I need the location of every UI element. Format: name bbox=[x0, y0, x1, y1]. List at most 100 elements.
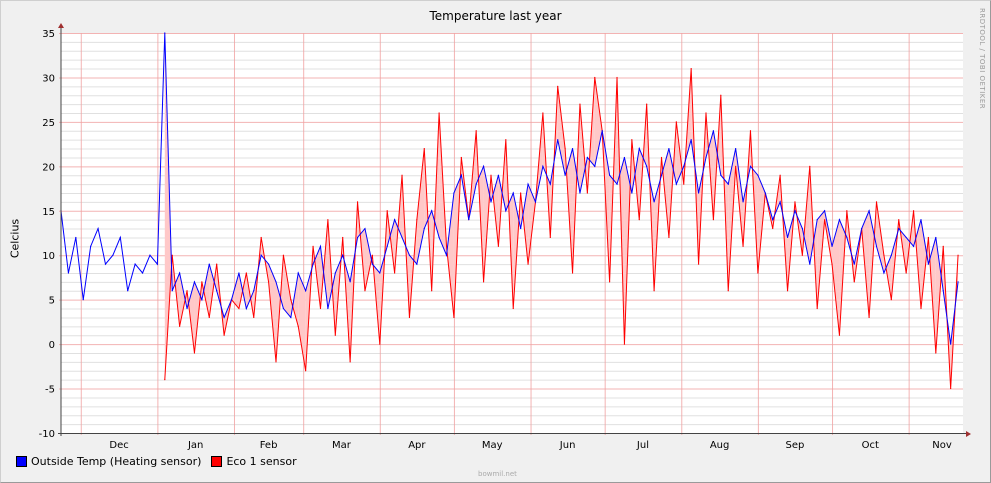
legend-label: Eco 1 sensor bbox=[226, 455, 297, 468]
data-point bbox=[438, 236, 440, 239]
data-point bbox=[660, 156, 663, 159]
difference-area bbox=[609, 77, 618, 282]
data-point bbox=[431, 210, 433, 212]
data-point bbox=[497, 174, 500, 176]
data-point bbox=[905, 272, 907, 274]
data-point bbox=[460, 174, 462, 176]
data-point bbox=[950, 343, 952, 345]
data-point bbox=[542, 165, 544, 167]
chart-title: Temperature last year bbox=[429, 9, 562, 23]
difference-area bbox=[298, 273, 306, 371]
data-point bbox=[853, 281, 855, 283]
x-tick-label: Jul bbox=[636, 440, 649, 451]
y-tick-label: 25 bbox=[42, 118, 55, 129]
data-point bbox=[749, 165, 752, 167]
data-point bbox=[171, 290, 173, 292]
data-point bbox=[935, 236, 937, 239]
data-point bbox=[564, 147, 566, 150]
data-point bbox=[253, 316, 255, 319]
data-point bbox=[772, 219, 774, 221]
legend: Outside Temp (Heating sensor) Eco 1 sens… bbox=[16, 455, 297, 468]
data-point bbox=[164, 379, 166, 381]
data-point bbox=[475, 130, 477, 132]
data-point bbox=[898, 227, 900, 230]
data-point bbox=[742, 245, 744, 247]
data-point bbox=[816, 219, 818, 221]
data-point bbox=[653, 290, 655, 292]
data-point bbox=[408, 316, 411, 319]
data-point bbox=[164, 32, 166, 34]
x-tick-label: Apr bbox=[408, 440, 426, 451]
data-point bbox=[127, 290, 129, 292]
data-point bbox=[468, 219, 470, 221]
data-point bbox=[772, 227, 774, 230]
data-point bbox=[475, 183, 477, 185]
data-point bbox=[616, 76, 618, 79]
data-point bbox=[890, 254, 892, 256]
data-point bbox=[386, 210, 388, 212]
data-point bbox=[579, 192, 581, 194]
data-point bbox=[571, 272, 574, 274]
data-point bbox=[594, 76, 596, 79]
data-point bbox=[660, 174, 663, 176]
data-point bbox=[356, 201, 359, 203]
data-point bbox=[290, 299, 292, 301]
credit-text: bowmil.net bbox=[478, 470, 517, 478]
difference-area bbox=[446, 193, 454, 318]
data-point bbox=[349, 281, 351, 283]
data-point bbox=[112, 254, 114, 256]
data-point bbox=[883, 254, 885, 256]
data-point bbox=[497, 245, 500, 247]
data-point bbox=[853, 263, 855, 265]
data-point bbox=[638, 219, 640, 221]
data-point bbox=[282, 254, 285, 256]
y-tick-label: 10 bbox=[42, 251, 55, 262]
x-tick-label: Sep bbox=[786, 440, 805, 451]
data-point bbox=[868, 316, 870, 319]
data-point bbox=[920, 219, 922, 221]
data-point bbox=[208, 263, 210, 265]
data-point bbox=[356, 236, 359, 239]
data-point bbox=[720, 174, 722, 176]
data-point bbox=[564, 174, 566, 176]
data-point bbox=[631, 139, 633, 141]
y-tick-label: -5 bbox=[45, 385, 55, 396]
data-point bbox=[223, 334, 225, 336]
data-point bbox=[193, 352, 196, 354]
data-point bbox=[201, 281, 203, 283]
series-line-outside-temp bbox=[60, 32, 959, 345]
data-point bbox=[371, 263, 373, 265]
data-point bbox=[520, 192, 522, 194]
data-point bbox=[238, 272, 240, 274]
data-point bbox=[290, 316, 292, 319]
data-point bbox=[697, 192, 700, 194]
data-point bbox=[675, 121, 677, 123]
x-tick-label: Jan bbox=[187, 440, 203, 451]
data-point bbox=[334, 334, 336, 336]
data-point bbox=[749, 130, 752, 132]
legend-item-outside-temp: Outside Temp (Heating sensor) bbox=[16, 455, 201, 468]
data-point bbox=[119, 236, 121, 239]
y-tick-label: 0 bbox=[49, 340, 55, 351]
data-point bbox=[690, 67, 692, 70]
data-point bbox=[245, 272, 247, 274]
data-point bbox=[549, 236, 551, 239]
data-point bbox=[282, 307, 285, 310]
x-tick-label: Oct bbox=[862, 440, 879, 451]
data-point bbox=[512, 192, 514, 194]
data-point bbox=[230, 299, 233, 301]
data-point bbox=[742, 201, 744, 203]
data-point bbox=[186, 307, 188, 310]
legend-item-eco1: Eco 1 sensor bbox=[211, 455, 297, 468]
data-point bbox=[601, 130, 603, 132]
y-tick-label: 15 bbox=[42, 207, 55, 218]
data-point bbox=[786, 290, 789, 292]
data-point bbox=[705, 156, 707, 159]
data-point bbox=[445, 254, 448, 256]
difference-area bbox=[179, 273, 188, 327]
data-point bbox=[935, 352, 937, 354]
data-point bbox=[275, 281, 277, 283]
data-point bbox=[408, 254, 411, 256]
data-point bbox=[727, 290, 729, 292]
